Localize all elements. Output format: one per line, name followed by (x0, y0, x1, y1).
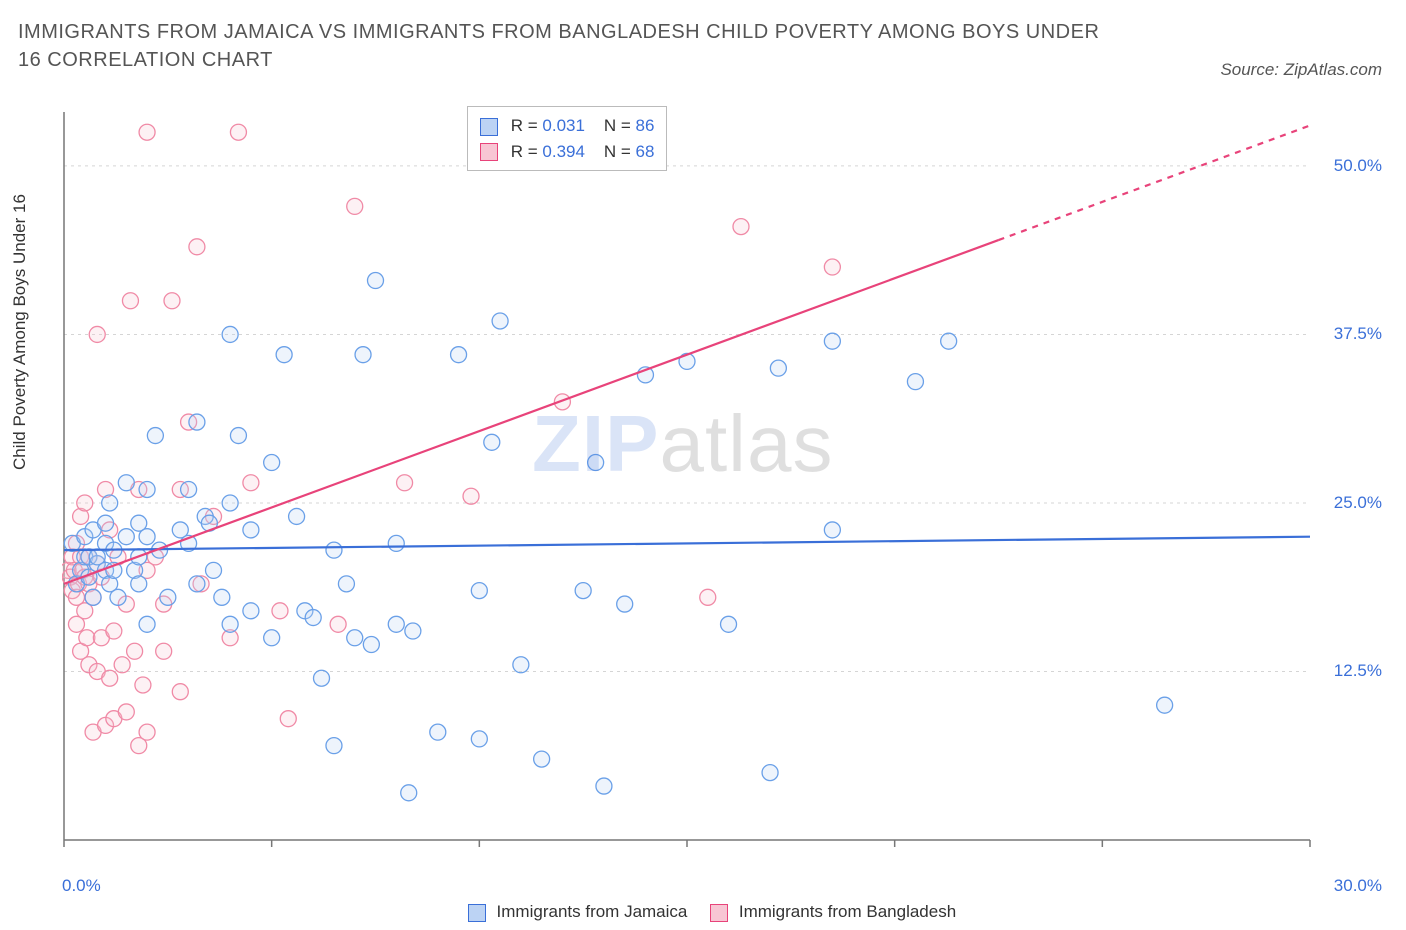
stats-box: R = 0.031 N = 86 R = 0.394 N = 68 (467, 106, 667, 171)
chart-svg (62, 108, 1382, 858)
x-axis-legend: Immigrants from Jamaica Immigrants from … (0, 902, 1406, 922)
legend-label-jamaica: Immigrants from Jamaica (497, 902, 688, 921)
y-axis-label: Child Poverty Among Boys Under 16 (10, 194, 30, 470)
x-min-label: 0.0% (62, 876, 101, 896)
legend-label-bangladesh: Immigrants from Bangladesh (739, 902, 956, 921)
swatch-jamaica (480, 118, 498, 136)
plot-area: ZIPatlas R = 0.031 N = 86 R = 0.394 N = … (62, 108, 1382, 858)
chart-container: IMMIGRANTS FROM JAMAICA VS IMMIGRANTS FR… (0, 0, 1406, 930)
x-max-label: 30.0% (1334, 876, 1382, 896)
y-tick-label: 37.5% (1334, 324, 1382, 344)
y-tick-label: 12.5% (1334, 661, 1382, 681)
stats-row-jamaica: R = 0.031 N = 86 (480, 113, 654, 139)
legend-swatch-jamaica (468, 904, 486, 922)
swatch-bangladesh (480, 143, 498, 161)
y-tick-label: 50.0% (1334, 156, 1382, 176)
y-tick-label: 25.0% (1334, 493, 1382, 513)
chart-title: IMMIGRANTS FROM JAMAICA VS IMMIGRANTS FR… (18, 18, 1118, 74)
source-label: Source: ZipAtlas.com (1220, 60, 1382, 80)
legend-swatch-bangladesh (710, 904, 728, 922)
stats-row-bangladesh: R = 0.394 N = 68 (480, 139, 654, 165)
